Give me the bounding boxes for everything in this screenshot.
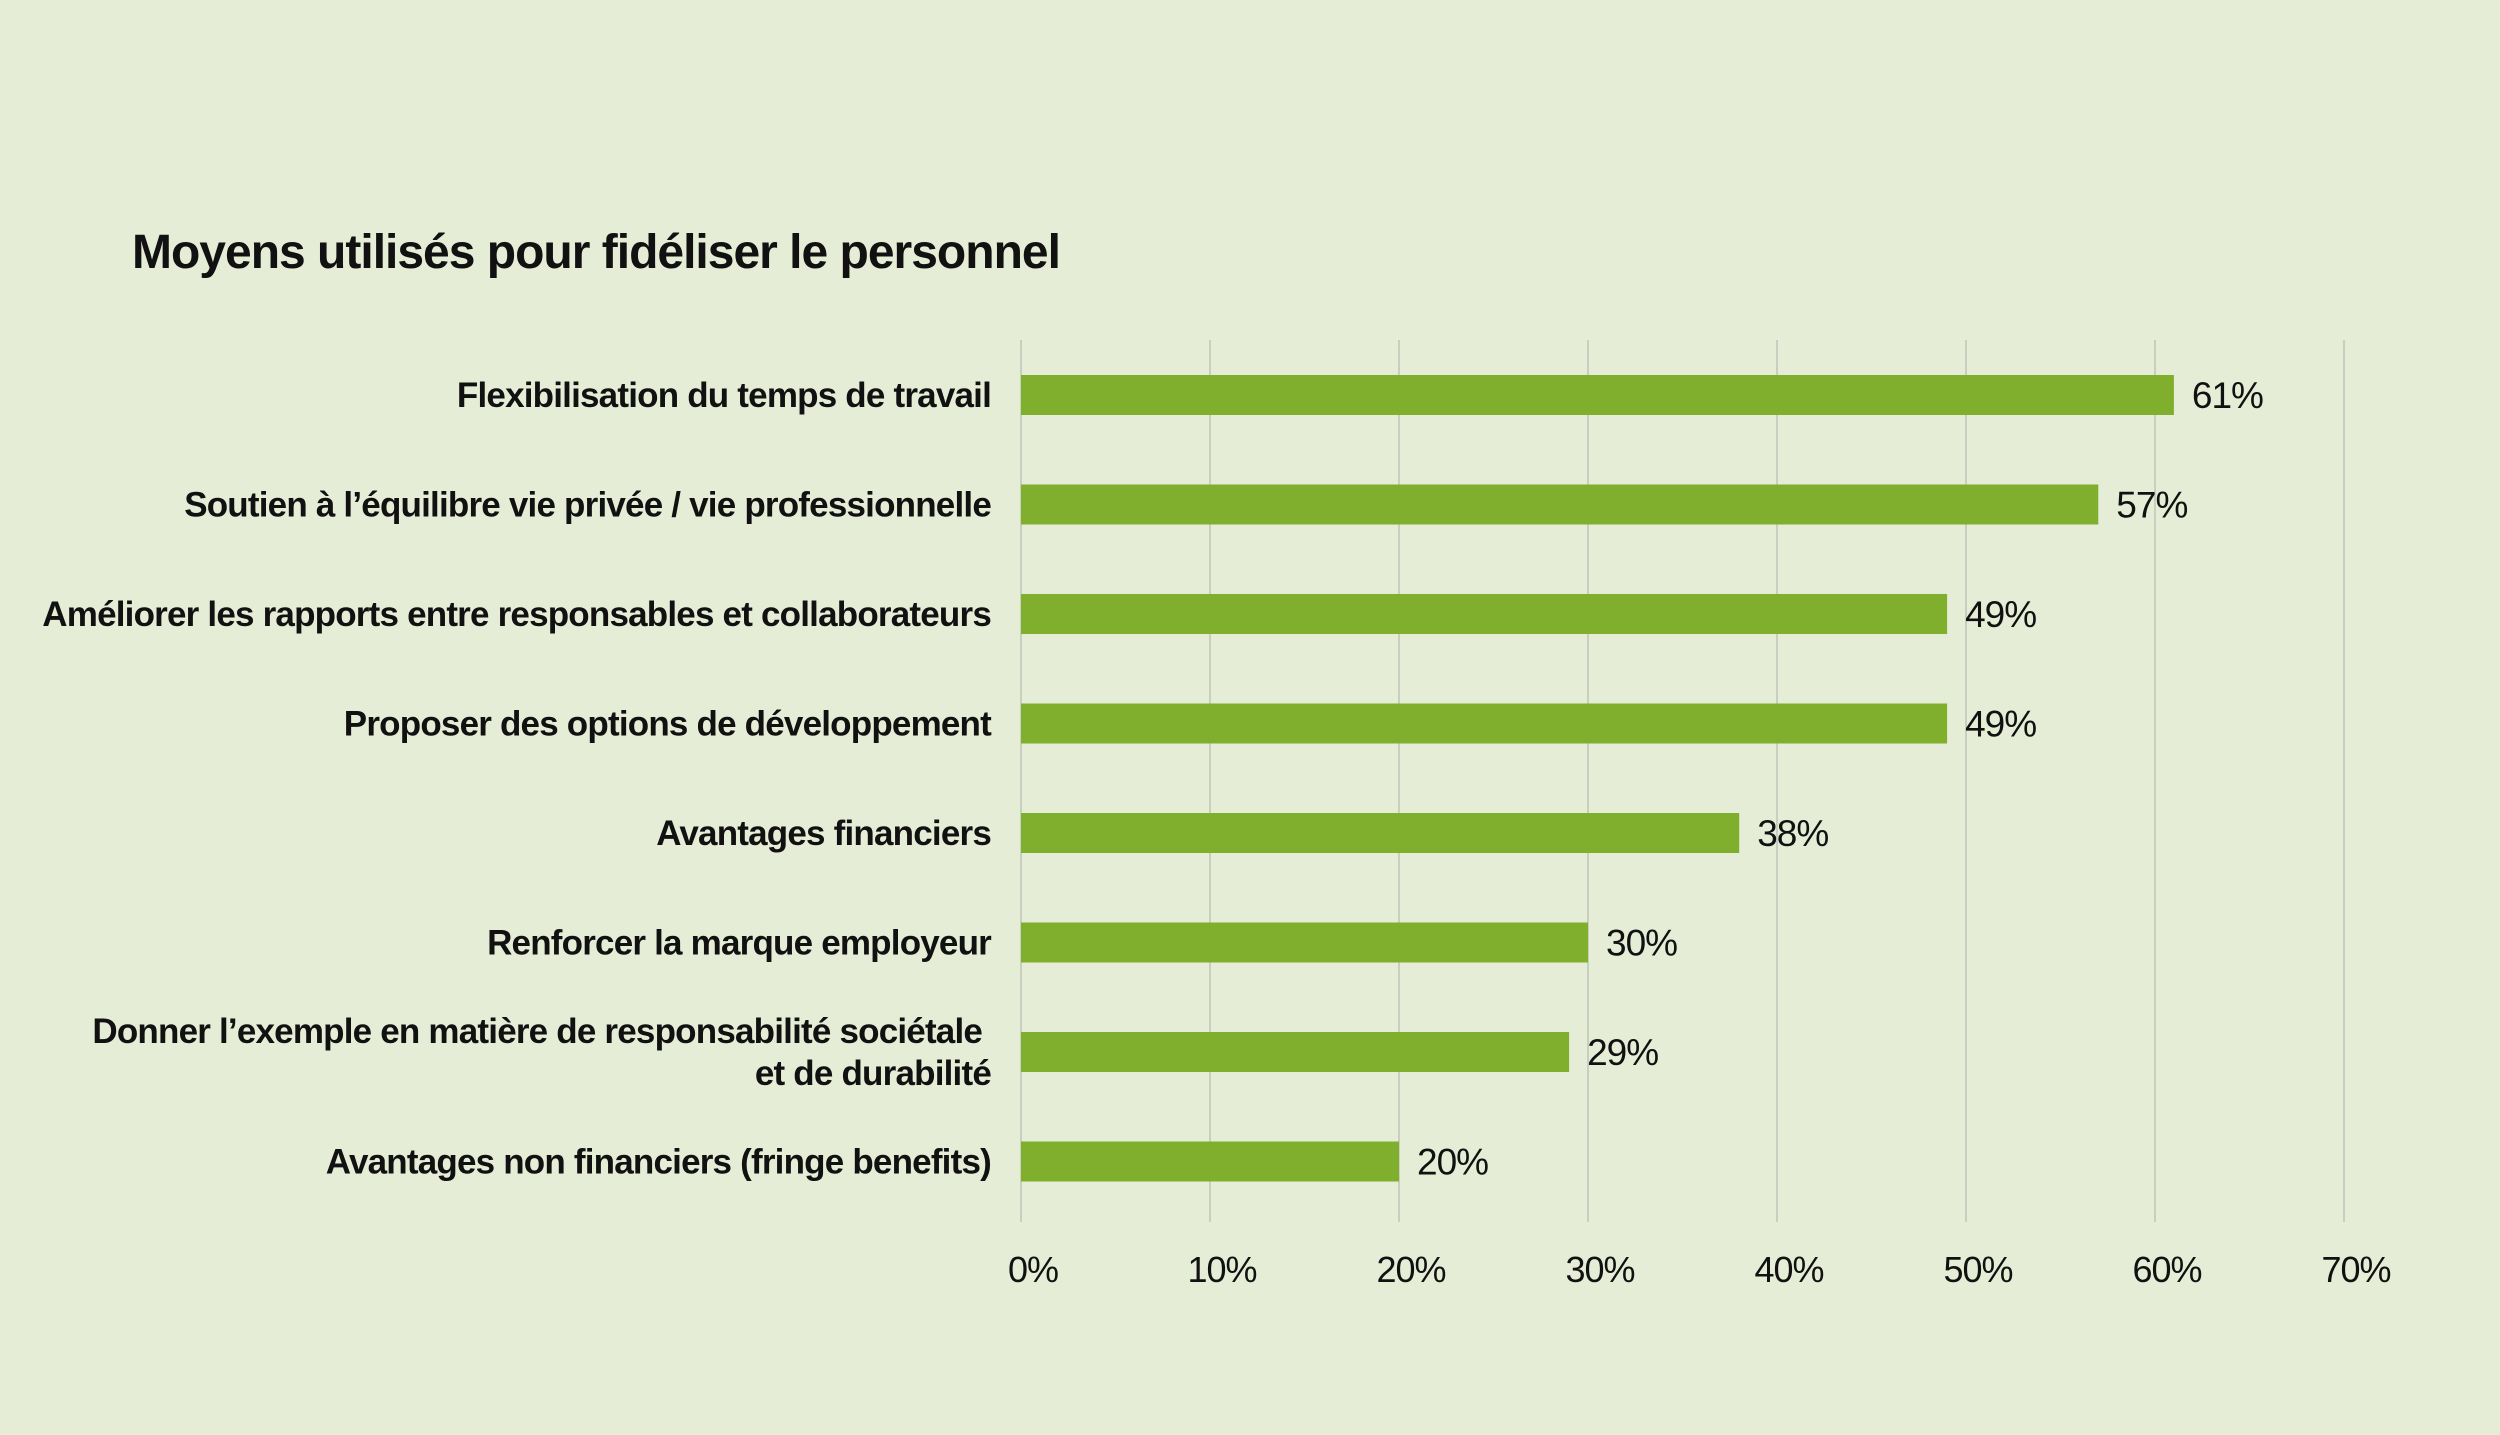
category-label: Avantages financiers: [656, 814, 991, 853]
bar-value-label: 49%: [1965, 594, 2036, 635]
bar[interactable]: [1021, 594, 1948, 634]
category-label: Proposer des options de développement: [344, 705, 992, 744]
bar[interactable]: [1021, 375, 2174, 415]
bar-value-label: 57%: [2116, 485, 2187, 526]
x-tick-label: 60%: [2132, 1249, 2201, 1290]
category-label: Améliorer les rapports entre responsable…: [42, 595, 991, 634]
bar[interactable]: [1021, 813, 1740, 853]
x-tick-label: 40%: [1754, 1249, 1823, 1290]
bar[interactable]: [1021, 1141, 1399, 1182]
x-tick-label: 20%: [1376, 1249, 1445, 1290]
bars: [1021, 375, 2174, 1182]
gridlines: [1020, 340, 2345, 1222]
category-label: Soutien à l’équilibre vie privée / vie p…: [184, 486, 991, 525]
x-tick-label: 70%: [2321, 1249, 2390, 1290]
bar-value-label: 20%: [1417, 1142, 1488, 1183]
bar[interactable]: [1021, 922, 1588, 963]
value-labels: 61% 57% 49% 49% 38% 30% 29% 20%: [1417, 375, 2264, 1183]
bar[interactable]: [1021, 703, 1948, 744]
x-tick-label: 30%: [1565, 1249, 1634, 1290]
bar-value-label: 38%: [1757, 813, 1828, 854]
bar-value-label: 49%: [1965, 704, 2036, 745]
x-axis-tick-labels: 0% 10% 20% 30% 40% 50% 60% 70%: [1008, 1249, 2392, 1290]
x-tick-label: 10%: [1187, 1249, 1256, 1290]
category-label: Flexibilisation du temps de travail: [457, 376, 991, 415]
category-label: Donner l’exemple en matière de responsab…: [92, 1012, 991, 1093]
category-labels: Flexibilisation du temps de travail Souti…: [42, 376, 993, 1182]
bar[interactable]: [1021, 484, 2099, 525]
category-label: Renforcer la marque employeur: [487, 924, 992, 963]
bar-value-label: 30%: [1606, 923, 1677, 964]
bar[interactable]: [1021, 1032, 1570, 1072]
x-tick-label: 0%: [1008, 1249, 1058, 1290]
chart-title: Moyens utilisés pour fidéliser le person…: [132, 226, 1060, 279]
x-tick-label: 50%: [1943, 1249, 2012, 1290]
bar-value-label: 29%: [1587, 1032, 1658, 1073]
bar-value-label: 61%: [2192, 375, 2263, 416]
category-label: Avantages non financiers (fringe benefit…: [326, 1143, 991, 1182]
